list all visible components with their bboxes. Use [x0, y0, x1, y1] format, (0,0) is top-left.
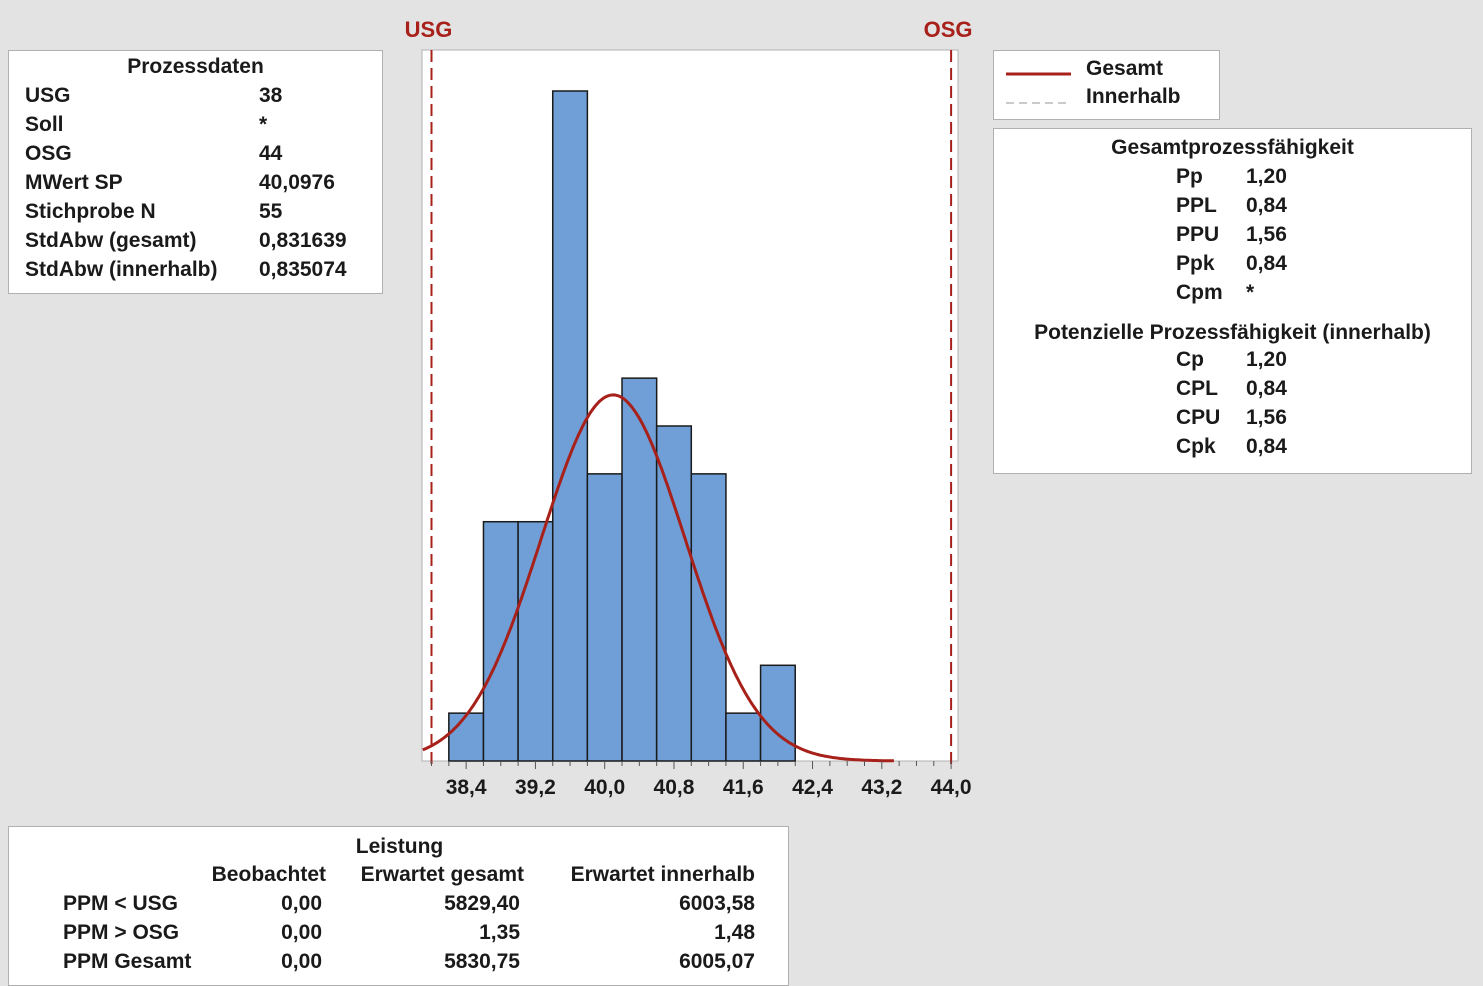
header-expected-within: Erwartet innerhalb: [570, 863, 755, 886]
capability-label: CPU: [1176, 406, 1221, 429]
performance-observed: 0,00: [281, 892, 322, 915]
histogram-bar: [655, 425, 693, 762]
performance-expected-overall: 5830,75: [444, 950, 520, 973]
histogram-bar: [690, 473, 727, 762]
performance-expected-within: 6003,58: [679, 892, 755, 915]
capability-value: *: [1246, 281, 1255, 304]
capability-label: Pp: [1176, 165, 1203, 188]
x-tick-label: 40,8: [654, 776, 695, 799]
process-data-value: 0,835074: [259, 258, 347, 281]
performance-panel: Leistung Beobachtet Erwartet gesamt Erwa…: [8, 826, 789, 986]
performance-expected-within: 1,48: [714, 921, 755, 944]
performance-expected-within: 6005,07: [679, 950, 755, 973]
capability-label: CPL: [1176, 377, 1218, 400]
legend: Gesamt Innerhalb: [993, 50, 1220, 120]
curve-gesamt: [422, 393, 894, 763]
capability-value: 0,84: [1246, 377, 1287, 400]
x-tick-label: 39,2: [515, 776, 556, 799]
process-data-value: 0,831639: [259, 229, 347, 252]
performance-expected-overall: 1,35: [479, 921, 520, 944]
histogram-bar: [725, 712, 762, 762]
x-tick-label: 41,6: [723, 776, 764, 799]
spec-label-osg: OSG: [924, 17, 973, 42]
capability-value: 1,20: [1246, 165, 1287, 188]
capability-value: 1,20: [1246, 348, 1287, 371]
header-observed: Beobachtet: [211, 863, 326, 886]
histogram-bar: [586, 473, 623, 762]
capability-label: Cpm: [1176, 281, 1223, 304]
process-data-value: 55: [259, 200, 283, 223]
capability-value: 0,84: [1246, 194, 1287, 217]
capability-label: PPL: [1176, 194, 1217, 217]
capability-label: Ppk: [1176, 252, 1215, 275]
process-data-label: StdAbw (innerhalb): [25, 258, 218, 281]
process-data-value: *: [259, 113, 268, 136]
performance-row-label: PPM > OSG: [63, 921, 180, 944]
spec-label-usg: USG: [405, 17, 453, 42]
process-data-label: USG: [25, 84, 71, 107]
capability-panel: Gesamtprozessfähigkeit Pp 1,20 PPL 0,84 PPU 1…: [993, 128, 1472, 474]
process-data-label: OSG: [25, 142, 72, 165]
legend-label-gesamt: Gesamt: [1086, 57, 1164, 80]
overall-capability-title: Gesamtprozessfähigkeit: [1111, 136, 1354, 159]
process-data-value: 38: [259, 84, 283, 107]
process-data-title: Prozessdaten: [127, 55, 264, 78]
capability-value: 0,84: [1246, 252, 1287, 275]
capability-value: 1,56: [1246, 223, 1287, 246]
legend-label-innerhalb: Innerhalb: [1086, 85, 1181, 108]
x-tick-label: 44,0: [931, 776, 972, 799]
performance-title: Leistung: [355, 835, 444, 858]
performance-expected-overall: 5829,40: [444, 892, 520, 915]
capability-label: PPU: [1176, 223, 1220, 246]
x-tick-label: 43,2: [861, 776, 902, 799]
process-data-label: StdAbw (gesamt): [25, 229, 197, 252]
process-data-label: Stichprobe N: [25, 200, 156, 223]
performance-observed: 0,00: [281, 921, 322, 944]
header-expected-overall: Erwartet gesamt: [360, 863, 524, 886]
histogram-bar: [759, 664, 796, 762]
performance-row-label: PPM Gesamt: [63, 950, 192, 973]
histogram-bar: [621, 377, 658, 762]
performance-observed: 0,00: [281, 950, 322, 973]
capability-value: 1,56: [1246, 406, 1287, 429]
performance-row-label: PPM < USG: [63, 892, 178, 915]
legend-swatches: [1006, 72, 1071, 104]
process-data-label: Soll: [25, 113, 64, 136]
histogram-bar: [448, 712, 485, 762]
histogram-bar: [482, 520, 519, 762]
process-data-panel: Prozessdaten USG 38 Soll * OSG 44 MWert SP 40,0…: [8, 50, 383, 294]
x-tick-label: 38,4: [446, 776, 487, 799]
x-tick-label: 40,0: [584, 776, 625, 799]
process-data-value: 44: [259, 142, 283, 165]
x-tick-label: 42,4: [792, 776, 833, 799]
capability-label: Cpk: [1176, 435, 1216, 458]
capability-value: 0,84: [1246, 435, 1287, 458]
capability-label: Cp: [1176, 348, 1204, 371]
process-data-label: MWert SP: [25, 171, 123, 194]
potential-capability-title: Potenzielle Prozessfähigkeit (innerhalb): [1034, 321, 1431, 344]
process-data-value: 40,0976: [259, 171, 335, 194]
